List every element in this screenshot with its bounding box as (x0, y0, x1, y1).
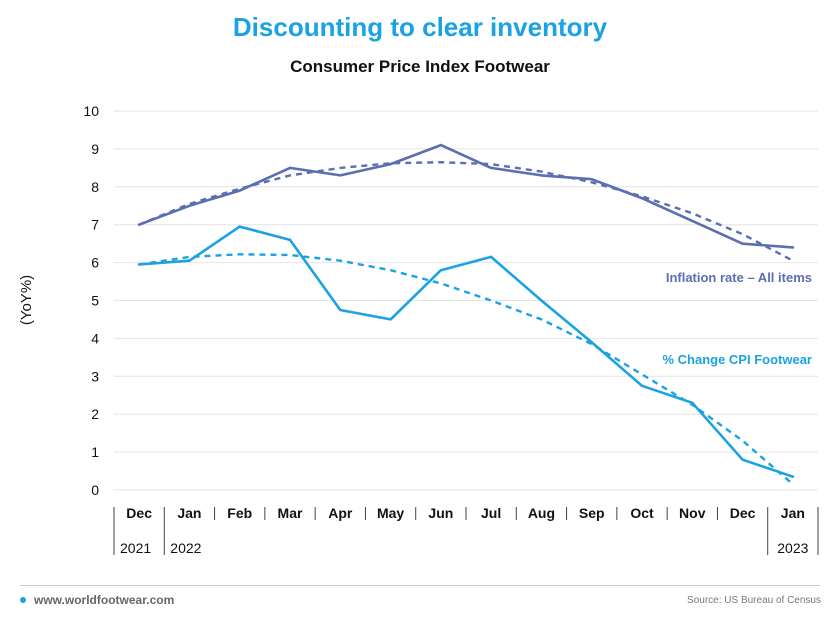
x-tick-label: Jan (781, 505, 805, 521)
y-tick-label: 0 (91, 482, 99, 498)
y-tick-label: 4 (91, 330, 99, 346)
y-tick-label: 9 (91, 141, 99, 157)
series-label: % Change CPI Footwear (662, 352, 812, 367)
series-line (137, 143, 795, 249)
y-tick-label: 7 (91, 217, 99, 233)
x-tick-label: Dec (126, 505, 152, 521)
data-point (339, 308, 342, 312)
data-point (489, 166, 493, 170)
y-tick-label: 10 (83, 103, 99, 119)
line-chart: 0 1 2 3 4 5 6 7 8 9 10 (YoY%) Dec Jan Feb Mar Apr May Ju… (18, 103, 819, 556)
trend-line (138, 253, 794, 486)
data-point (540, 299, 543, 302)
data-point (439, 268, 443, 272)
x-tick-label: Nov (679, 505, 706, 521)
year-label: 2022 (170, 540, 201, 556)
x-axis: Dec Jan Feb Mar Apr May Jun Jul Aug Sep Oct Nov Dec J… (113, 505, 819, 556)
data-point (389, 318, 392, 321)
y-tick-label: 3 (91, 368, 99, 384)
x-tick-label: Sep (579, 505, 605, 521)
data-point (741, 242, 744, 245)
data-point (741, 458, 744, 461)
data-point (238, 189, 241, 192)
data-point (137, 223, 141, 226)
trend-line (138, 160, 794, 262)
data-point (590, 340, 593, 344)
data-point (389, 162, 392, 166)
bullet-dot-icon (20, 596, 26, 603)
data-point (590, 178, 593, 181)
x-tick-label: Jan (177, 505, 201, 521)
x-tick-label: May (377, 505, 404, 521)
footer-site-text: www.worldfootwear.com (34, 593, 175, 607)
series (137, 143, 795, 486)
footer-site: www.worldfootwear.com (20, 593, 174, 607)
x-tick-label: Apr (328, 505, 353, 521)
data-point (640, 384, 644, 387)
footer-divider (20, 585, 820, 586)
data-point (288, 238, 292, 242)
year-label: 2023 (777, 540, 808, 556)
data-point (339, 174, 342, 177)
data-point (791, 475, 795, 478)
x-tick-label: Jul (481, 505, 501, 521)
data-point (691, 401, 694, 405)
x-tick-label: Jun (428, 505, 453, 521)
data-point (238, 225, 241, 228)
y-axis-ticks: 0 1 2 3 4 5 6 7 8 9 10 (83, 103, 99, 498)
y-tick-label: 5 (91, 293, 99, 309)
footer-source: Source: US Bureau of Census (687, 595, 821, 606)
y-tick-label: 2 (91, 406, 99, 422)
series-labels: Inflation rate – All items % Change CPI F… (662, 270, 812, 367)
gridlines (114, 110, 818, 491)
year-label: 2021 (120, 540, 151, 556)
data-point (489, 255, 493, 259)
data-point (188, 259, 191, 262)
data-point (137, 263, 141, 266)
chart-subtitle: Consumer Price Index Footwear (290, 57, 550, 76)
chart-title: Discounting to clear inventory (232, 12, 608, 42)
y-tick-label: 1 (91, 444, 99, 460)
data-point (691, 219, 694, 223)
data-point (439, 143, 443, 147)
x-tick-label: Mar (278, 505, 303, 521)
x-tick-label: Dec (730, 505, 756, 521)
y-tick-label: 8 (91, 179, 99, 195)
data-point (288, 166, 292, 170)
x-tick-label: Aug (528, 505, 555, 521)
y-axis-label: (YoY%) (18, 275, 35, 325)
x-tick-label: Feb (227, 505, 252, 521)
data-point (791, 246, 795, 249)
data-point (540, 174, 543, 177)
y-tick-label: 6 (91, 255, 99, 271)
data-point (188, 204, 191, 207)
data-point (640, 196, 644, 200)
x-tick-label: Oct (630, 505, 654, 521)
series-label: Inflation rate – All items (666, 270, 812, 285)
